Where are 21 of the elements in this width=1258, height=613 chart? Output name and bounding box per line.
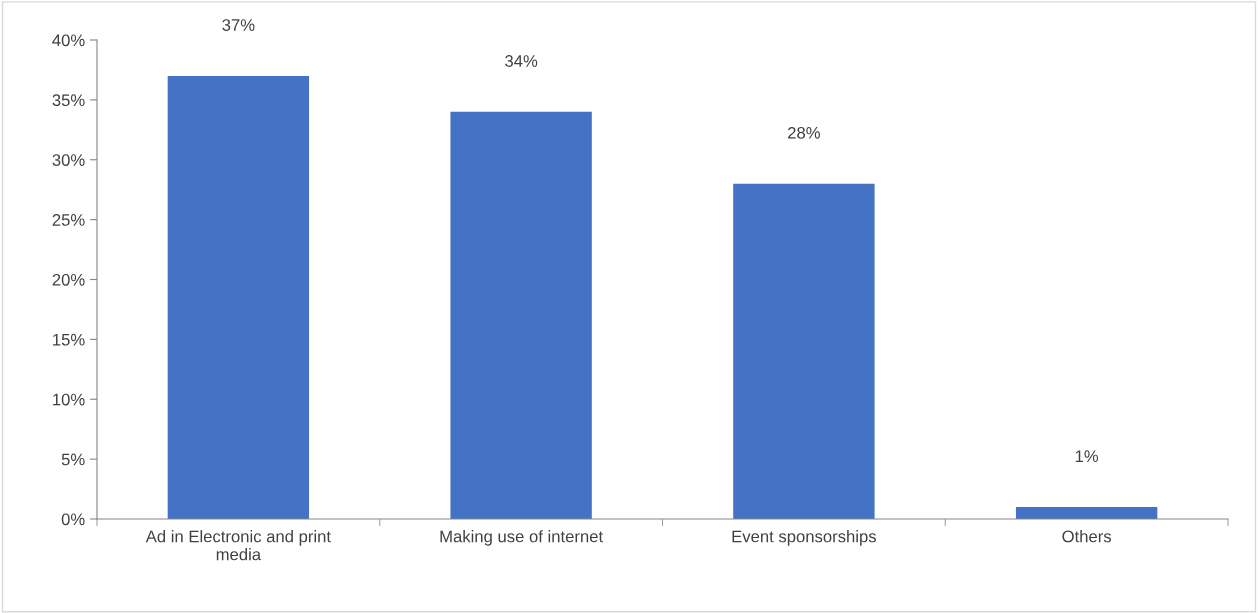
bar <box>450 111 592 519</box>
y-tick-label: 20% <box>52 273 85 286</box>
x-tick-label: Ad in Electronic and print media <box>145 530 331 561</box>
x-tick-label: Others <box>1062 530 1112 543</box>
y-tick-label: 5% <box>61 453 85 466</box>
y-tick-label: 25% <box>52 214 85 226</box>
x-tick-label: Event sponsorships <box>732 530 876 546</box>
y-tick-label: 35% <box>52 94 85 107</box>
data-label: 37% <box>222 19 255 31</box>
data-label: 34% <box>505 55 538 67</box>
y-tick-label: 15% <box>53 333 85 346</box>
y-tick-label: 40% <box>52 34 85 47</box>
y-tick-label: 30% <box>52 154 85 166</box>
data-label: 28% <box>788 126 820 139</box>
bar <box>733 183 875 519</box>
x-tick-label: Making use of internet <box>440 530 603 546</box>
data-label: 1% <box>1075 450 1099 462</box>
y-tick-label: 0% <box>61 513 85 526</box>
bar <box>1015 507 1158 519</box>
bar <box>167 75 310 519</box>
y-tick-label: 10% <box>53 393 85 406</box>
